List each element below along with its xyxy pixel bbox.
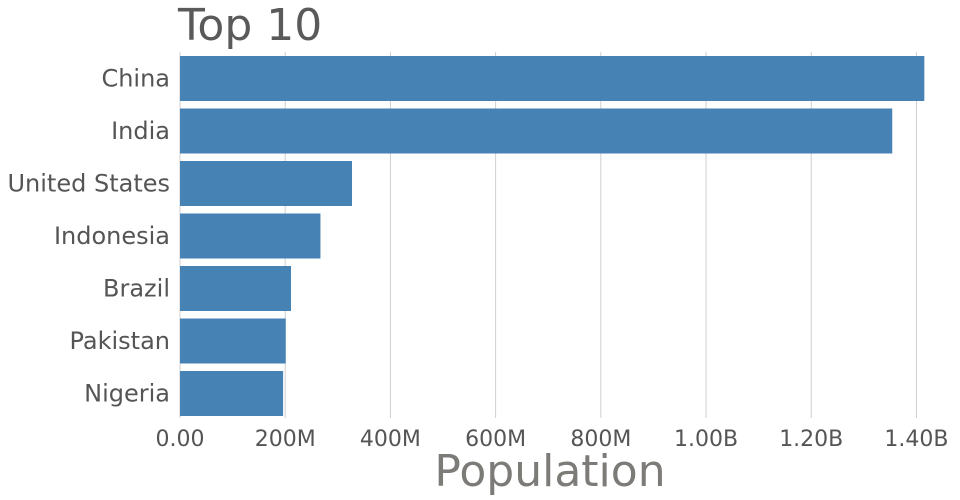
x-tick-label: 1.20B <box>779 427 843 452</box>
chart-title: Top 10 <box>177 0 322 51</box>
x-tick-label: 400M <box>360 427 421 452</box>
bar-pakistan <box>180 318 286 364</box>
bar-india <box>180 108 893 154</box>
x-tick-label: 800M <box>570 427 631 452</box>
category-label: Brazil <box>103 275 170 303</box>
x-tick-label: 200M <box>255 427 316 452</box>
bar-china <box>180 56 925 101</box>
x-tick-labels: 0.00 200M 400M 600M 800M 1.00B 1.20B 1.40B <box>156 427 949 452</box>
bar-united-states <box>180 161 353 206</box>
bars <box>180 56 925 416</box>
x-tick-label: 600M <box>465 427 526 452</box>
category-label: United States <box>7 170 170 198</box>
x-tick-label: 0.00 <box>156 427 205 452</box>
category-label: India <box>111 117 170 145</box>
x-axis-title: Population <box>434 446 665 497</box>
category-label: China <box>101 65 170 93</box>
x-tick-label: 1.40B <box>884 427 948 452</box>
bar-nigeria <box>180 371 284 416</box>
category-label: Pakistan <box>70 327 171 355</box>
category-label: Indonesia <box>54 222 170 250</box>
category-labels: China India United States Indonesia Brazil Pa… <box>7 65 170 408</box>
category-label: Nigeria <box>84 380 170 408</box>
bar-indonesia <box>180 213 321 259</box>
bar-brazil <box>180 266 291 311</box>
x-tick-label: 1.00B <box>674 427 738 452</box>
